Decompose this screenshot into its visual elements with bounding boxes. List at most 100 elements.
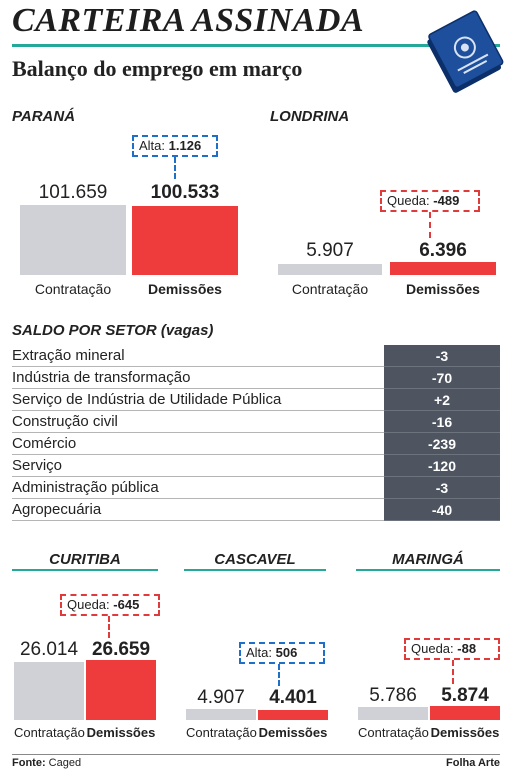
sector-name: Comércio (12, 435, 77, 452)
table-row: Administração pública -3 (12, 477, 500, 499)
bar-contratacao-londrina (278, 264, 382, 275)
badge-value: -645 (113, 597, 140, 612)
row-divider (12, 454, 384, 455)
category-label-demissoes-maringa: Demissões (430, 725, 500, 740)
badge-label: Queda: (387, 193, 430, 208)
row-divider (12, 410, 384, 411)
table-row: Indústria de transformação -70 (12, 367, 500, 389)
title-divider (12, 44, 500, 47)
badge-cascavel: Alta: 506 (239, 642, 325, 664)
bar-demissoes-cascavel (258, 710, 328, 720)
sector-value: -3 (384, 345, 500, 367)
row-divider (12, 520, 384, 521)
bar-contratacao-cascavel (186, 709, 256, 720)
badge-value: -489 (433, 193, 460, 208)
row-divider (12, 498, 384, 499)
bar-demissoes-parana (132, 206, 238, 275)
sector-value: -120 (384, 455, 500, 477)
work-card-icon (427, 10, 504, 93)
category-label-contratacao-londrina: Contratação (291, 281, 369, 297)
row-divider (12, 388, 384, 389)
sector-name: Extração mineral (12, 347, 125, 364)
category-label-demissoes-curitiba: Demissões (86, 725, 156, 740)
source-label: Fonte: (12, 757, 46, 769)
sector-value: -16 (384, 411, 500, 433)
category-label-contratacao-parana: Contratação (34, 281, 112, 297)
value-label-demissoes-parana: 100.533 (150, 182, 220, 203)
value-label-demissoes-londrina: 6.396 (419, 240, 467, 261)
value-label-demissoes-maringa: 5.874 (441, 685, 489, 706)
bar-demissoes-curitiba (86, 660, 156, 720)
category-label-contratacao-cascavel: Contratação (186, 725, 257, 740)
table-row: Agropecuária -40 (12, 499, 500, 521)
page-subtitle: Balanço do emprego em março (12, 56, 303, 81)
table-row: Serviço de Indústria de Utilidade Públic… (12, 389, 500, 411)
source-note: Fonte: Caged (12, 757, 81, 769)
value-label-contratacao-parana: 101.659 (38, 182, 108, 203)
row-divider (12, 476, 384, 477)
badge-londrina: Queda: -489 (380, 190, 480, 212)
badge-label: Queda: (67, 597, 110, 612)
category-label-contratacao-curitiba: Contratação (14, 725, 85, 740)
category-label-contratacao-maringa: Contratação (358, 725, 429, 740)
region-underline-maringa (356, 569, 500, 571)
region-title-londrina: LONDRINA (270, 108, 350, 125)
category-label-demissoes-cascavel: Demissões (258, 725, 328, 740)
credit-note: Folha Arte (446, 757, 500, 769)
region-title-maringa: MARINGÁ (392, 551, 464, 568)
table-row: Extração mineral -3 (12, 345, 500, 367)
category-label-demissoes-londrina: Demissões (406, 281, 480, 297)
badge-pointer-londrina (429, 212, 431, 238)
category-label-demissoes-parana: Demissões (148, 281, 222, 297)
sector-name: Agropecuária (12, 501, 102, 518)
value-label-contratacao-cascavel: 4.907 (197, 687, 245, 708)
source-value: Caged (48, 757, 82, 769)
value-label-contratacao-maringa: 5.786 (369, 685, 417, 706)
sector-value: -40 (384, 499, 500, 521)
region-underline-cascavel (184, 569, 326, 571)
badge-pointer-cascavel (278, 664, 280, 686)
sector-name: Construção civil (12, 413, 118, 430)
badge-label: Queda: (411, 641, 454, 656)
page-title: CARTEIRA ASSINADA (12, 2, 365, 39)
region-title-cascavel: CASCAVEL (214, 551, 296, 568)
badge-label: Alta: (139, 138, 166, 153)
footer-divider (12, 754, 500, 755)
table-row: Serviço -120 (12, 455, 500, 477)
row-divider (12, 366, 384, 367)
bar-contratacao-maringa (358, 707, 428, 720)
region-title-curitiba: CURITIBA (49, 551, 121, 568)
badge-value: -88 (457, 641, 477, 656)
region-title-parana: PARANÁ (12, 108, 76, 125)
table-row: Comércio -239 (12, 433, 500, 455)
sector-value: -3 (384, 477, 500, 499)
value-label-contratacao-curitiba: 26.014 (19, 639, 79, 660)
badge-label: Alta: (246, 645, 273, 660)
sector-name: Serviço de Indústria de Utilidade Públic… (12, 391, 282, 408)
badge-pointer-parana (174, 157, 176, 179)
region-underline-curitiba (12, 569, 158, 571)
badge-parana: Alta: 1.126 (132, 135, 218, 157)
badge-value: 506 (275, 645, 298, 660)
sector-table-title: SALDO POR SETOR (vagas) (12, 322, 214, 339)
value-label-demissoes-curitiba: 26.659 (91, 639, 151, 660)
sector-name: Administração pública (12, 479, 159, 496)
bar-contratacao-parana (20, 205, 126, 275)
value-label-demissoes-cascavel: 4.401 (269, 687, 317, 708)
sector-name: Serviço (12, 457, 63, 474)
badge-curitiba: Queda: -645 (60, 594, 160, 616)
badge-pointer-curitiba (108, 616, 110, 638)
sector-value: -70 (384, 367, 500, 389)
sector-value: -239 (384, 433, 500, 455)
value-label-contratacao-londrina: 5.907 (306, 240, 354, 261)
sector-name: Indústria de transformação (12, 369, 191, 386)
bar-demissoes-maringa (430, 706, 500, 720)
bar-demissoes-londrina (390, 262, 496, 275)
sector-value: +2 (384, 389, 500, 411)
row-divider (12, 432, 384, 433)
bar-contratacao-curitiba (14, 662, 84, 720)
table-row: Construção civil -16 (12, 411, 500, 433)
badge-maringa: Queda: -88 (404, 638, 500, 660)
badge-pointer-maringa (452, 660, 454, 684)
badge-value: 1.126 (168, 138, 202, 153)
